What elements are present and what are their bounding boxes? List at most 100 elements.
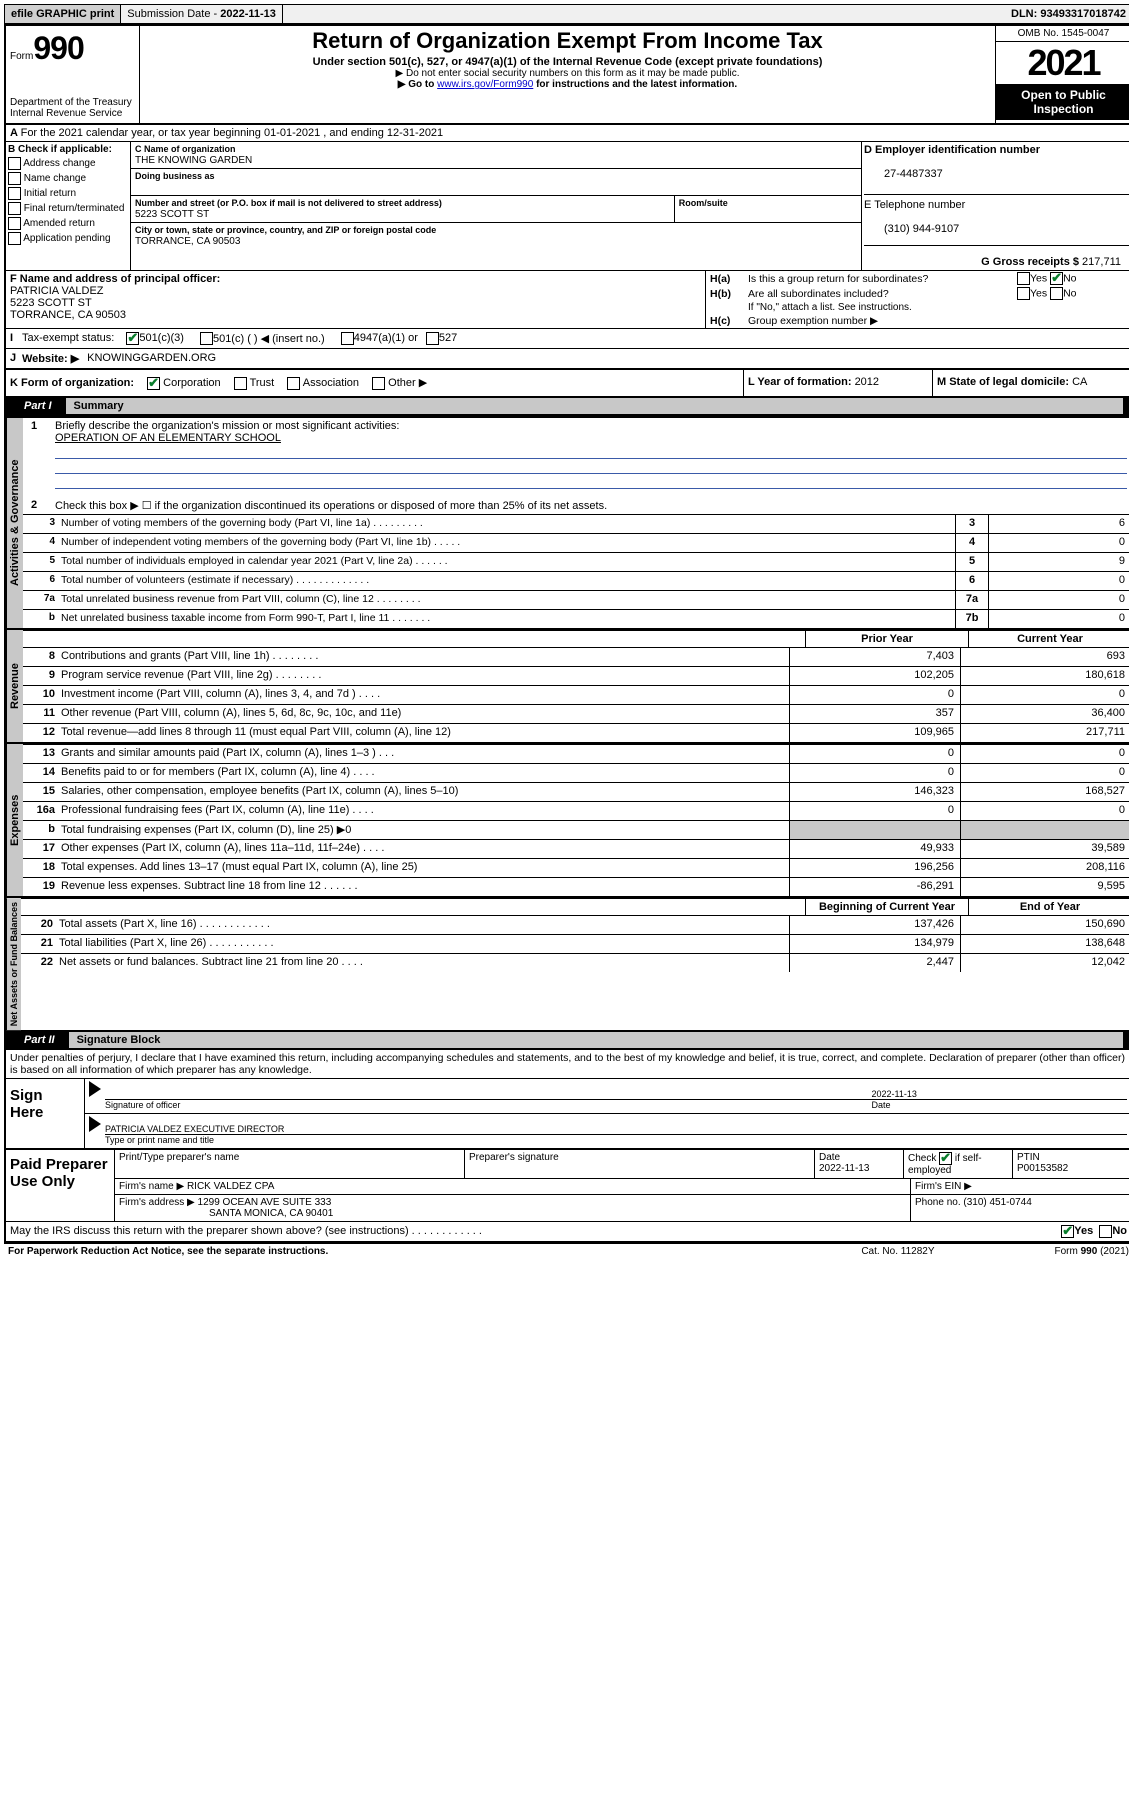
form-note-1: ▶ Do not enter social security numbers o… xyxy=(144,68,991,79)
data-line: 13Grants and similar amounts paid (Part … xyxy=(23,744,1129,763)
phone-lbl: Phone no. xyxy=(915,1197,963,1208)
i-527: 527 xyxy=(439,332,457,345)
check-other[interactable] xyxy=(372,377,385,390)
discuss-yes-lbl: Yes xyxy=(1074,1225,1093,1238)
firm-addr2: SANTA MONICA, CA 90401 xyxy=(209,1208,333,1219)
discuss-yes[interactable] xyxy=(1061,1225,1074,1238)
summary-line: 5Total number of individuals employed in… xyxy=(23,552,1129,571)
prep-h3: Date xyxy=(819,1152,840,1163)
f-officer: F Name and address of principal officer:… xyxy=(6,271,706,328)
check-501c3[interactable] xyxy=(126,332,139,345)
self-emp-check[interactable] xyxy=(939,1152,952,1165)
form-id-box: Form990 Department of the Treasury Inter… xyxy=(6,26,140,123)
col-d-ein: D Employer identification number27-44873… xyxy=(862,142,1129,270)
sign-here-lbl: Sign Here xyxy=(6,1079,84,1148)
firm-lbl: Firm's name ▶ xyxy=(119,1181,187,1192)
form-word: Form xyxy=(10,51,33,62)
check-amended[interactable] xyxy=(8,217,21,230)
ha-no[interactable] xyxy=(1050,272,1063,285)
discuss-no[interactable] xyxy=(1099,1225,1112,1238)
part-ii-title: Signature Block xyxy=(69,1032,1123,1048)
data-line: 17Other expenses (Part IX, column (A), l… xyxy=(23,839,1129,858)
footer-mid: Cat. No. 11282Y xyxy=(861,1246,934,1257)
data-line: 21Total liabilities (Part X, line 26) . … xyxy=(21,934,1129,953)
col-eoy: End of Year xyxy=(968,899,1129,915)
check-initial[interactable] xyxy=(8,187,21,200)
form-container: Form990 Department of the Treasury Inter… xyxy=(4,24,1129,1243)
year-box: OMB No. 1545-0047 2021 Open to Public In… xyxy=(995,26,1129,123)
check-final[interactable] xyxy=(8,202,21,215)
d-lbl: D Employer identification number xyxy=(864,144,1040,156)
check-corp[interactable] xyxy=(147,377,160,390)
data-line: 20Total assets (Part X, line 16) . . . .… xyxy=(21,915,1129,934)
data-line: 11Other revenue (Part VIII, column (A), … xyxy=(23,704,1129,723)
efile-print-button[interactable]: efile GRAPHIC print xyxy=(5,5,121,23)
side-governance: Activities & Governance xyxy=(6,418,23,628)
check-trust[interactable] xyxy=(234,377,247,390)
check-address-change[interactable] xyxy=(8,157,21,170)
data-line: 10Investment income (Part VIII, column (… xyxy=(23,685,1129,704)
check-name-change[interactable] xyxy=(8,172,21,185)
prep-h4: Check if self-employed xyxy=(908,1153,982,1176)
check-app-pending[interactable] xyxy=(8,232,21,245)
e-lbl: E Telephone number xyxy=(864,199,965,211)
opt-initial: Initial return xyxy=(24,188,76,199)
g-lbl: G Gross receipts $ xyxy=(981,256,1082,268)
form-title: Return of Organization Exempt From Incom… xyxy=(144,28,991,54)
goto-prefix: ▶ Go to xyxy=(398,79,437,90)
check-501c[interactable] xyxy=(200,332,213,345)
part-i-header: Part I Summary xyxy=(6,396,1129,416)
yes2: Yes xyxy=(1030,287,1047,299)
org-city: TORRANCE, CA 90503 xyxy=(135,236,240,247)
irs-link[interactable]: www.irs.gov/Form990 xyxy=(437,79,533,90)
firm-addr-lbl: Firm's address ▶ xyxy=(119,1197,198,1208)
summary-line: bNet unrelated business taxable income f… xyxy=(23,609,1129,628)
hb-q: Are all subordinates included? xyxy=(748,288,1017,300)
officer-typed-name: PATRICIA VALDEZ EXECUTIVE DIRECTOR xyxy=(105,1124,284,1134)
data-line: 15Salaries, other compensation, employee… xyxy=(23,782,1129,801)
officer-name: PATRICIA VALDEZ xyxy=(10,285,104,297)
side-revenue: Revenue xyxy=(6,630,23,742)
officer-addr1: 5223 SCOTT ST xyxy=(10,297,92,309)
line-a: A For the 2021 calendar year, or tax yea… xyxy=(6,123,1129,141)
arrow-icon-2 xyxy=(89,1116,101,1132)
opt-amended: Amended return xyxy=(23,218,95,229)
check-assoc[interactable] xyxy=(287,377,300,390)
k-assoc: Association xyxy=(303,377,359,389)
sig-officer-lbl: Signature of officer xyxy=(105,1100,180,1110)
q1-text: Briefly describe the organization's miss… xyxy=(55,420,399,432)
hb-note: If "No," attach a list. See instructions… xyxy=(748,302,1127,313)
paid-preparer-lbl: Paid Preparer Use Only xyxy=(6,1150,114,1221)
name-lbl: Type or print name and title xyxy=(105,1135,214,1145)
col-b-checks: B Check if applicable: Address change Na… xyxy=(6,142,131,270)
q2-text: Check this box ▶ ☐ if the organization d… xyxy=(55,500,607,512)
k-trust: Trust xyxy=(250,377,275,389)
data-line: 22Net assets or fund balances. Subtract … xyxy=(21,953,1129,972)
data-line: 19Revenue less expenses. Subtract line 1… xyxy=(23,877,1129,896)
col-boc: Beginning of Current Year xyxy=(805,899,968,915)
city-lbl: City or town, state or province, country… xyxy=(135,225,436,235)
state-domicile: CA xyxy=(1072,376,1087,388)
hb-no[interactable] xyxy=(1050,287,1063,300)
footer: For Paperwork Reduction Act Notice, see … xyxy=(4,1243,1129,1259)
discuss-q: May the IRS discuss this return with the… xyxy=(10,1225,1061,1238)
discuss-no-lbl: No xyxy=(1112,1225,1127,1238)
hb-yes[interactable] xyxy=(1017,287,1030,300)
b-label: B Check if applicable: xyxy=(8,144,112,155)
data-line: bTotal fundraising expenses (Part IX, co… xyxy=(23,820,1129,839)
col-curr: Current Year xyxy=(968,631,1129,647)
check-4947[interactable] xyxy=(341,332,354,345)
ha-yes[interactable] xyxy=(1017,272,1030,285)
summary-line: 6Total number of volunteers (estimate if… xyxy=(23,571,1129,590)
no2: No xyxy=(1063,287,1076,299)
col-c-org: C Name of organizationTHE KNOWING GARDEN… xyxy=(131,142,862,270)
goto-suffix: for instructions and the latest informat… xyxy=(533,79,737,90)
org-street: 5223 SCOTT ST xyxy=(135,209,209,220)
opt-address: Address change xyxy=(23,158,95,169)
m-lbl: M State of legal domicile: xyxy=(937,376,1072,388)
title-box: Return of Organization Exempt From Incom… xyxy=(140,26,995,123)
k-other: Other ▶ xyxy=(388,377,427,389)
firm-addr1: 1299 OCEAN AVE SUITE 333 xyxy=(198,1197,332,1208)
col-prior: Prior Year xyxy=(805,631,968,647)
check-527[interactable] xyxy=(426,332,439,345)
